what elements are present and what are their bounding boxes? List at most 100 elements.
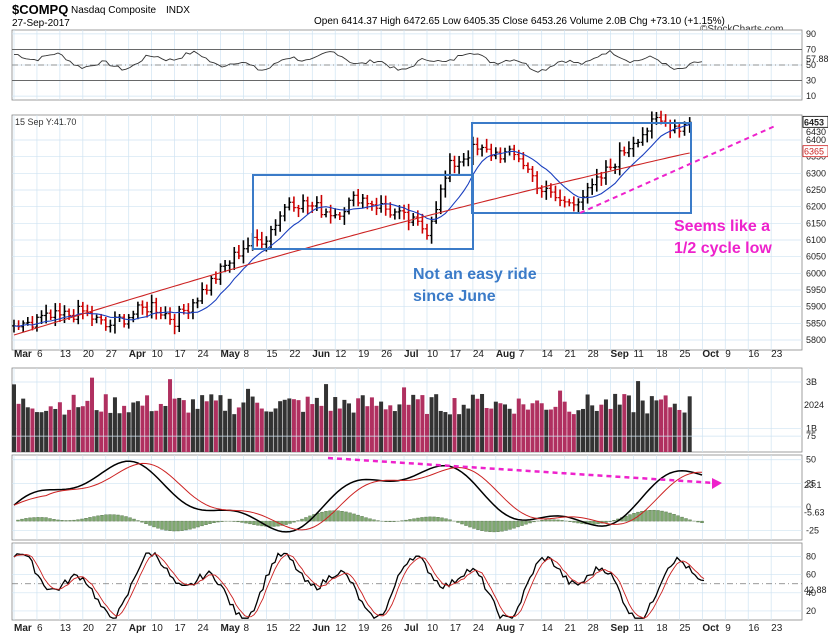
ma-value-label: 6365 xyxy=(804,147,824,157)
macd-histogram-bar xyxy=(464,520,468,526)
macd-histogram-bar xyxy=(204,520,208,525)
volume-bar xyxy=(447,414,452,452)
rsi-tick-label: 90 xyxy=(806,29,816,39)
x-axis-label: Apr xyxy=(129,349,146,360)
macd-histogram-bar xyxy=(364,517,368,522)
volume-bar xyxy=(503,404,508,452)
volume-bar xyxy=(278,401,283,452)
volume-bar xyxy=(539,403,544,452)
rsi-tick-label: 10 xyxy=(806,91,816,101)
x-axis-label: 24 xyxy=(198,349,210,360)
price-tick-label: 6100 xyxy=(806,235,826,245)
macd-divergence-line xyxy=(327,456,716,485)
rsi-tick-label: 70 xyxy=(806,44,816,54)
volume-bar xyxy=(53,408,58,452)
macd-histogram-bar xyxy=(60,520,64,522)
x-axis-label: 13 xyxy=(60,623,72,634)
volume-bar xyxy=(452,398,457,452)
long-moving-average xyxy=(13,152,690,336)
x-axis-label: 27 xyxy=(106,349,118,360)
volume-bar xyxy=(457,414,462,452)
macd-tick-label: -25 xyxy=(806,526,819,536)
volume-bar xyxy=(117,413,122,452)
price-tick-label: 6300 xyxy=(806,168,826,178)
macd-histogram-bar xyxy=(104,514,108,522)
volume-bar xyxy=(351,412,356,452)
macd-histogram-bar xyxy=(676,515,680,522)
x-axis-label: Mar xyxy=(14,349,32,360)
x-axis-label: Apr xyxy=(129,623,146,634)
x-axis-label: 7 xyxy=(519,623,525,634)
volume-bar xyxy=(48,406,53,452)
price-tick-label: 6200 xyxy=(806,202,826,212)
price-panel-frame xyxy=(11,114,803,351)
volume-bar xyxy=(489,408,494,452)
x-axis-label: 20 xyxy=(83,623,95,634)
volume-bar xyxy=(567,411,572,452)
rsi-line xyxy=(13,49,703,73)
volume-bar xyxy=(379,401,384,452)
macd-histogram-bar xyxy=(472,520,476,529)
volume-bar xyxy=(374,405,379,452)
volume-bar xyxy=(507,408,512,452)
volume-bar xyxy=(67,409,72,452)
macd-histogram-bar xyxy=(284,520,288,525)
volume-bar xyxy=(168,379,173,452)
last-price-box xyxy=(802,115,828,128)
macd-histogram-bar xyxy=(484,520,488,532)
x-axis-label: 9 xyxy=(725,349,731,360)
macd-histogram-bar xyxy=(48,518,52,522)
volume-bar xyxy=(16,403,21,452)
macd-histogram-bar xyxy=(132,518,136,522)
macd-histogram-bar xyxy=(252,520,256,525)
ma-value-box xyxy=(802,145,828,158)
volume-bar xyxy=(140,405,145,452)
macd-histogram-bar xyxy=(372,519,376,522)
macd-histogram-bar xyxy=(240,520,244,523)
x-axis-label: 25 xyxy=(679,349,691,360)
macd-histogram-bar xyxy=(680,516,684,522)
x-axis-label: 10 xyxy=(152,349,164,360)
macd-histogram-bar xyxy=(436,517,440,522)
short-moving-average xyxy=(13,124,690,327)
macd-histogram-bar xyxy=(336,510,340,522)
volume-bar xyxy=(562,401,567,452)
x-axis-label: Sep xyxy=(611,349,629,360)
macd-histogram-bar xyxy=(508,520,512,530)
macd-histogram-bar xyxy=(528,520,532,524)
volume-bar xyxy=(553,406,558,452)
macd-tick-label: 25 xyxy=(806,478,816,488)
volume-bar xyxy=(314,397,319,452)
macd-histogram-bar xyxy=(496,520,500,532)
stoch-tick-label: 20 xyxy=(806,606,816,616)
volume-bar xyxy=(204,401,209,452)
macd-histogram-bar xyxy=(44,517,48,522)
volume-bar xyxy=(392,411,397,452)
volume-bar xyxy=(135,401,140,452)
x-axis-label: 22 xyxy=(289,349,301,360)
volume-bar xyxy=(227,398,232,452)
x-axis-label: 19 xyxy=(358,623,370,634)
volume-bar xyxy=(631,412,636,452)
macd-histogram-bar xyxy=(196,520,200,528)
macd-histogram-bar xyxy=(640,510,644,522)
volume-bar xyxy=(12,384,16,452)
volume-bar xyxy=(548,409,553,452)
macd-histogram-bar xyxy=(180,520,184,531)
volume-bar xyxy=(535,400,540,452)
macd-histogram-bar xyxy=(504,520,508,531)
macd-histogram-bar xyxy=(684,518,688,522)
macd-histogram-bar xyxy=(552,519,556,522)
last-price-label: 6453 xyxy=(804,117,824,127)
volume-bar xyxy=(337,408,342,452)
volume-bar xyxy=(397,404,402,452)
macd-histogram-bar xyxy=(112,514,116,522)
volume-bar xyxy=(177,397,182,452)
macd-histogram-bar xyxy=(120,515,124,522)
macd-tick-label: 75 xyxy=(806,431,816,441)
macd-histogram-bar xyxy=(248,520,252,525)
macd-histogram-bar xyxy=(368,518,372,522)
volume-bar xyxy=(273,408,278,452)
macd-histogram-bar xyxy=(700,520,704,524)
macd-histogram-bar xyxy=(612,520,616,522)
